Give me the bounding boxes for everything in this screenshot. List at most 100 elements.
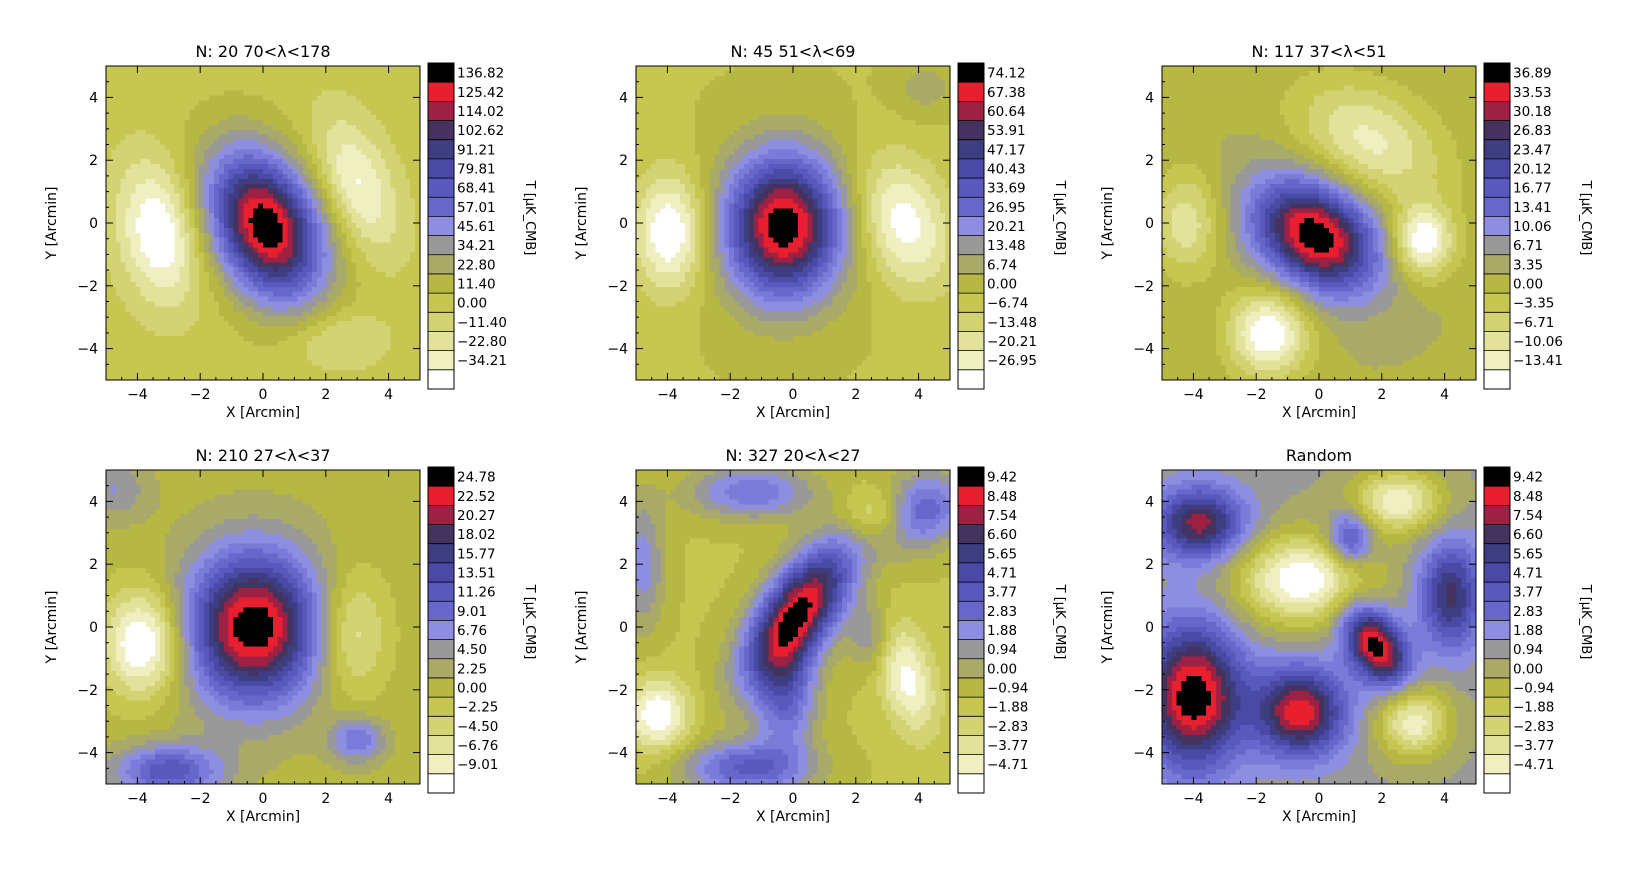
- heatmap-cell: [297, 336, 303, 342]
- heatmap-cell: [302, 218, 308, 224]
- heatmap-cell: [371, 292, 377, 298]
- heatmap-cell: [646, 95, 652, 101]
- heatmap-cell: [317, 297, 323, 303]
- heatmap-cell: [234, 287, 240, 293]
- heatmap-cell: [268, 149, 274, 155]
- heatmap-cell: [842, 105, 848, 111]
- heatmap-cell: [376, 248, 382, 254]
- heatmap-cell: [911, 100, 917, 106]
- heatmap-cell: [194, 297, 200, 303]
- heatmap-cell: [636, 76, 642, 82]
- heatmap-cell: [881, 66, 887, 72]
- heatmap-cell: [302, 297, 308, 303]
- heatmap-cell: [273, 351, 279, 357]
- heatmap-cell: [346, 115, 352, 121]
- heatmap-cell: [376, 277, 382, 283]
- heatmap-cell: [901, 120, 907, 126]
- heatmap-cell: [724, 91, 730, 97]
- heatmap-cell: [263, 115, 269, 121]
- heatmap-cell: [646, 66, 652, 72]
- heatmap-cell: [386, 130, 392, 136]
- heatmap-cell: [160, 135, 166, 141]
- heatmap-cell: [185, 223, 191, 229]
- heatmap-cell: [759, 91, 765, 97]
- heatmap-cell: [376, 208, 382, 214]
- heatmap-cell: [253, 267, 259, 273]
- heatmap-cell: [307, 243, 313, 249]
- heatmap-cell: [400, 218, 406, 224]
- heatmap-cell: [273, 105, 279, 111]
- heatmap-cell: [106, 184, 112, 190]
- heatmap-cell: [337, 110, 343, 116]
- heatmap-cell: [921, 76, 927, 82]
- heatmap-cell: [140, 130, 146, 136]
- heatmap-cell: [386, 203, 392, 209]
- heatmap-cell: [204, 164, 210, 170]
- heatmap-cell: [818, 115, 824, 121]
- heatmap-cell: [410, 154, 416, 160]
- heatmap-cell: [229, 179, 235, 185]
- heatmap-cell: [194, 341, 200, 347]
- heatmap-cell: [248, 179, 254, 185]
- heatmap-cell: [405, 218, 411, 224]
- heatmap-cell: [297, 297, 303, 303]
- heatmap-cell: [229, 213, 235, 219]
- heatmap-cell: [150, 277, 156, 283]
- heatmap-cell: [204, 351, 210, 357]
- heatmap-cell: [175, 130, 181, 136]
- heatmap-cell: [332, 282, 338, 288]
- heatmap-cell: [842, 91, 848, 97]
- heatmap-cell: [155, 321, 161, 327]
- heatmap-cell: [288, 208, 294, 214]
- heatmap-cell: [356, 120, 362, 126]
- heatmap-cell: [135, 218, 141, 224]
- heatmap-cell: [199, 272, 205, 278]
- heatmap-cell: [283, 189, 289, 195]
- heatmap-cell: [342, 100, 348, 106]
- heatmap-cell: [199, 292, 205, 298]
- heatmap-cell: [175, 223, 181, 229]
- heatmap-cell: [150, 326, 156, 332]
- heatmap-cell: [405, 81, 411, 87]
- heatmap-cell: [288, 238, 294, 244]
- heatmap-cell: [371, 228, 377, 234]
- heatmap-cell: [754, 105, 760, 111]
- heatmap-cell: [297, 252, 303, 258]
- heatmap-cell: [194, 130, 200, 136]
- heatmap-cell: [366, 130, 372, 136]
- heatmap-cell: [131, 326, 137, 332]
- heatmap-cell: [268, 184, 274, 190]
- heatmap-cell: [131, 179, 137, 185]
- heatmap-cell: [852, 105, 858, 111]
- heatmap-cell: [661, 71, 667, 77]
- heatmap-cell: [180, 287, 186, 293]
- heatmap-cell: [798, 71, 804, 77]
- heatmap-cell: [302, 179, 308, 185]
- heatmap-cell: [719, 86, 725, 92]
- heatmap-cell: [273, 213, 279, 219]
- heatmap-cell: [243, 233, 249, 239]
- heatmap-cell: [872, 100, 878, 106]
- heatmap-cell: [651, 115, 657, 121]
- heatmap-cell: [209, 370, 215, 376]
- heatmap-cell: [391, 164, 397, 170]
- heatmap-cell: [371, 360, 377, 366]
- heatmap-cell: [189, 228, 195, 234]
- heatmap-cell: [175, 115, 181, 121]
- heatmap-cell: [234, 189, 240, 195]
- heatmap-cell: [243, 287, 249, 293]
- heatmap-cell: [170, 218, 176, 224]
- heatmap-cell: [175, 306, 181, 312]
- heatmap-cell: [410, 365, 416, 371]
- heatmap-cell: [234, 76, 240, 82]
- heatmap-cell: [366, 208, 372, 214]
- heatmap-cell: [288, 248, 294, 254]
- heatmap-cell: [170, 154, 176, 160]
- heatmap-cell: [219, 135, 225, 141]
- heatmap-cell: [243, 125, 249, 131]
- heatmap-cell: [253, 184, 259, 190]
- heatmap-cell: [366, 174, 372, 180]
- heatmap-cell: [719, 120, 725, 126]
- heatmap-cell: [243, 228, 249, 234]
- heatmap-cell: [896, 105, 902, 111]
